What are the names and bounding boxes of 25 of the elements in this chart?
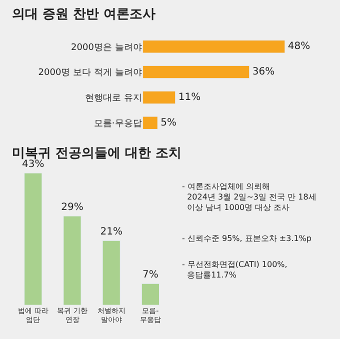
y-tick-label: 모름·무응답 xyxy=(94,119,142,130)
data-label: 21% xyxy=(100,226,122,238)
data-label: 29% xyxy=(61,202,84,214)
bar xyxy=(142,40,286,54)
data-label: 7% xyxy=(142,270,158,281)
chart-title: 미복귀 전공의들에 대한 조치 xyxy=(12,146,182,161)
y-tick-label: 2000명 보다 적게 늘려야 xyxy=(38,68,142,78)
bar xyxy=(141,283,160,306)
chart-title: 의대 증원 찬반 여론조사 xyxy=(12,7,156,22)
data-label: 43% xyxy=(22,159,44,170)
text: - 신뢰수준 95%, 표본오차 ±3.1%p xyxy=(182,234,312,243)
data-label: 36% xyxy=(252,66,275,78)
text: - 무선전화면접(CATI) 100%, 응답률11.7% xyxy=(182,260,288,280)
bar xyxy=(142,65,250,79)
bar xyxy=(102,240,120,306)
text: - 여론조사업체에 의뢰해 2024년 3월 2일~3일 전국 만 18세 이상 남녀 1000명 대상 조사 xyxy=(182,182,316,212)
y-tick-label: 2000명은 늘려야 xyxy=(71,42,142,53)
bar xyxy=(24,172,42,306)
data-label: 11% xyxy=(178,92,201,103)
bar xyxy=(142,116,158,130)
bar xyxy=(63,216,82,306)
bar xyxy=(142,90,176,104)
y-tick-label: 현행대로 유지 xyxy=(84,94,142,104)
data-label: 5% xyxy=(160,117,176,128)
data-label: 48% xyxy=(288,41,310,52)
